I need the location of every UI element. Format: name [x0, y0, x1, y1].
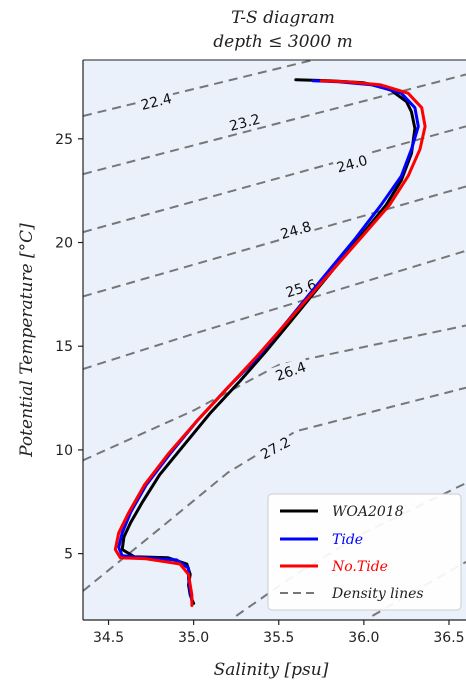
chart-title: T-S diagram	[231, 8, 335, 28]
y-ticks: 5 10 15 20 25	[55, 132, 83, 563]
y-tick-label: 5	[64, 547, 73, 563]
x-tick-label: 34.5	[93, 630, 124, 646]
series-line-2	[113, 79, 427, 607]
x-ticks: 34.5 35.0 35.5 36.0 36.5	[93, 620, 465, 646]
density-label: 23.2	[228, 112, 262, 135]
y-tick-label: 15	[55, 339, 73, 355]
legend: WOA2018 Tide No.Tide Density lines	[267, 493, 462, 611]
density-label-bg	[225, 108, 265, 135]
legend-label-density: Density lines	[331, 586, 424, 602]
density-label-bg	[332, 150, 372, 177]
density-label-bg	[281, 274, 321, 302]
y-tick-label: 10	[55, 443, 73, 459]
legend-box	[267, 493, 462, 611]
density-line	[83, 324, 466, 462]
legend-label-woa: WOA2018	[332, 504, 404, 520]
y-axis-label: Potential Temperature [°C]	[17, 223, 37, 458]
x-tick-label: 36.5	[433, 630, 464, 646]
y-tick-label: 20	[55, 236, 73, 252]
density-label: 24.0	[335, 153, 369, 177]
density-line	[83, 73, 466, 176]
plot-frame	[82, 59, 466, 621]
x-tick-label: 36.0	[348, 630, 379, 646]
x-tick-label: 35.5	[263, 630, 294, 646]
density-label-bg	[136, 88, 176, 114]
series-lines	[113, 78, 427, 607]
x-axis-label: Salinity [psu]	[214, 660, 329, 680]
density-label-bg	[270, 356, 311, 385]
density-line	[83, 125, 466, 234]
chart-subtitle: depth ≤ 3000 m	[213, 32, 352, 52]
density-label-bg	[255, 431, 295, 464]
x-tick-label: 35.0	[178, 630, 209, 646]
legend-label-tide: Tide	[332, 532, 363, 548]
legend-label-notide: No.Tide	[331, 559, 388, 575]
density-label: 22.4	[139, 91, 173, 114]
density-line	[83, 185, 466, 298]
density-line	[83, 386, 466, 592]
density-label-bg	[275, 216, 316, 243]
y-tick-label: 25	[55, 132, 73, 148]
density-line	[83, 249, 466, 370]
